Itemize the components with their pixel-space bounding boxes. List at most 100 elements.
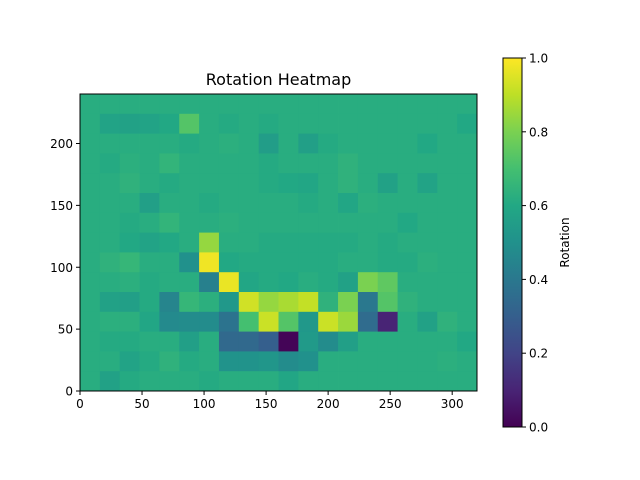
heatmap-cell	[338, 133, 359, 154]
heatmap-cell	[139, 272, 160, 293]
heatmap-cell	[99, 371, 121, 392]
heatmap-cell	[99, 272, 121, 293]
heatmap-cell	[357, 311, 379, 332]
heatmap-cell	[338, 153, 359, 174]
heatmap-cell	[99, 351, 121, 372]
heatmap-cell	[199, 133, 220, 154]
heatmap-cell	[139, 113, 160, 134]
heatmap-cell	[377, 113, 398, 134]
heatmap-cell	[318, 232, 339, 253]
heatmap-cell	[457, 252, 478, 273]
heatmap-cell	[218, 133, 240, 154]
heatmap-cell	[159, 311, 180, 332]
heatmap-cell	[99, 133, 121, 154]
heatmap-cell	[238, 94, 260, 115]
heatmap-cell	[397, 94, 418, 115]
heatmap-cell	[298, 272, 319, 293]
colorbar-axis: 0.0 0.2 0.4 0.6 0.8 1.0	[522, 52, 548, 435]
heatmap-cell	[218, 331, 240, 352]
heatmap-cell	[199, 232, 220, 253]
heatmap-cell	[437, 232, 458, 253]
heatmap-cell	[258, 272, 279, 293]
heatmap-cell	[179, 212, 200, 233]
heatmap-cell	[179, 153, 200, 174]
heatmap-cell	[99, 331, 121, 352]
heatmap-cell	[457, 193, 478, 214]
heatmap-cell	[80, 311, 101, 332]
heatmap-cell	[159, 113, 180, 134]
heatmap-cell	[437, 113, 458, 134]
heatmap-cell	[457, 94, 478, 115]
heatmap-cell	[199, 351, 220, 372]
heatmap-cell	[397, 292, 418, 313]
heatmap-cell	[357, 252, 379, 273]
heatmap-cell	[119, 94, 140, 115]
y-tick-label: 100	[50, 261, 73, 275]
heatmap-cell	[278, 113, 299, 134]
heatmap-cell	[298, 212, 319, 233]
heatmap-cell	[397, 212, 418, 233]
colorbar-tick-label: 0.6	[529, 199, 548, 213]
heatmap-cell	[397, 351, 418, 372]
heatmap-cell	[397, 371, 418, 392]
heatmap-cell	[80, 331, 101, 352]
heatmap-cell	[99, 232, 121, 253]
heatmap-cell	[119, 252, 140, 273]
heatmap-cell	[437, 153, 458, 174]
heatmap-cell	[99, 153, 121, 174]
heatmap-cell	[119, 133, 140, 154]
heatmap-cell	[338, 212, 359, 233]
heatmap-cell	[457, 232, 478, 253]
heatmap-cell	[318, 153, 339, 174]
plot-frame	[79, 93, 478, 392]
heatmap-cell	[417, 193, 438, 214]
heatmap-cell	[119, 113, 140, 134]
heatmap-cell	[298, 94, 319, 115]
heatmap-cell	[199, 173, 220, 194]
heatmap-cell	[218, 292, 240, 313]
heatmap-cell	[80, 252, 101, 273]
colorbar-tick-label: 0.4	[529, 273, 548, 287]
heatmap-cell	[298, 193, 319, 214]
heatmap-cell	[377, 212, 398, 233]
heatmap-cell	[139, 153, 160, 174]
heatmap-cell	[179, 272, 200, 293]
heatmap-cell	[258, 331, 279, 352]
heatmap-cell	[218, 252, 240, 273]
heatmap-cell	[80, 212, 101, 233]
heatmap-cell	[298, 133, 319, 154]
heatmap-cell	[278, 153, 299, 174]
heatmap-cell	[218, 212, 240, 233]
heatmap-cell	[397, 173, 418, 194]
heatmap-cell	[159, 292, 180, 313]
heatmap-cell	[377, 311, 398, 332]
heatmap-cell	[80, 94, 101, 115]
heatmap-cell	[258, 371, 279, 392]
heatmap-cell	[99, 94, 121, 115]
heatmap-cell	[278, 272, 299, 293]
heatmap-cell	[179, 371, 200, 392]
heatmap-cell	[457, 311, 478, 332]
y-tick-label: 50	[58, 323, 73, 337]
heatmap-cell	[298, 173, 319, 194]
heatmap-cell	[417, 351, 438, 372]
heatmap-cell	[258, 252, 279, 273]
x-tick-label: 150	[255, 397, 278, 411]
heatmap-cell	[338, 94, 359, 115]
heatmap-cell	[278, 331, 299, 352]
heatmap-cell	[298, 232, 319, 253]
heatmap-cell	[357, 331, 379, 352]
heatmap-cell	[278, 351, 299, 372]
heatmap-cell	[278, 173, 299, 194]
heatmap-cell	[119, 153, 140, 174]
heatmap-cell	[457, 113, 478, 134]
heatmap-cell	[278, 133, 299, 154]
heatmap-cell	[238, 292, 260, 313]
colorbar-tick-label: 0.8	[529, 125, 548, 139]
heatmap-cell	[199, 371, 220, 392]
heatmap-cell	[218, 94, 240, 115]
heatmap-cell	[159, 173, 180, 194]
heatmap-cell	[357, 173, 379, 194]
heatmap-cell	[159, 351, 180, 372]
